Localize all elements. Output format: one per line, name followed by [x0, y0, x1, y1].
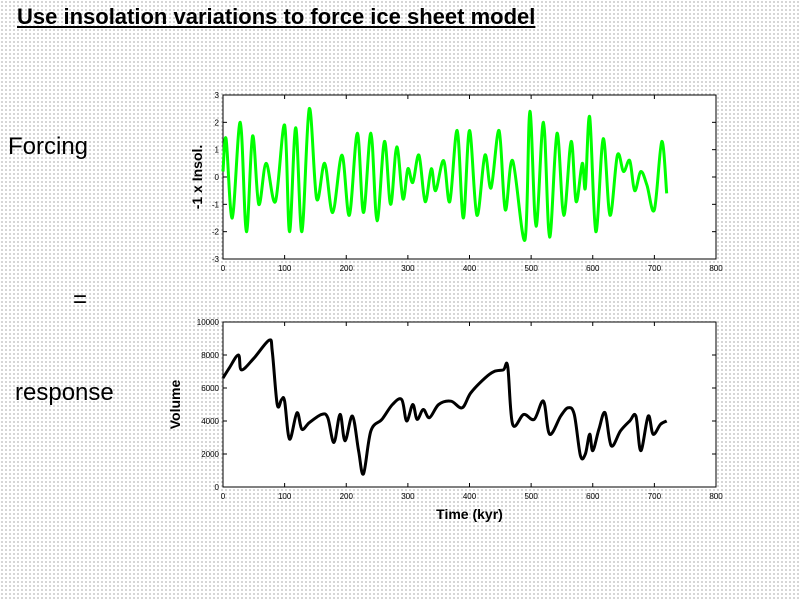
x-tick-label: 600	[586, 264, 600, 273]
response-label: response	[15, 379, 114, 406]
y-tick-label: 0	[215, 173, 220, 182]
x-tick-label: 0	[221, 492, 226, 501]
y-tick-label: 3	[215, 91, 220, 100]
x-tick-label: 300	[401, 264, 415, 273]
x-tick-label: 400	[463, 492, 477, 501]
y-axis-label: -1 x Insol.	[189, 145, 205, 210]
y-tick-label: 2000	[201, 450, 219, 459]
y-tick-label: 1	[215, 146, 220, 155]
slide-title: Use insolation variations to force ice s…	[17, 4, 536, 29]
x-tick-label: 800	[709, 492, 723, 501]
equals-label: =	[73, 286, 88, 313]
x-tick-label: 500	[524, 264, 538, 273]
x-tick-label: 500	[524, 492, 538, 501]
y-tick-label: -1	[212, 200, 220, 209]
y-tick-label: 8000	[201, 351, 219, 360]
y-tick-label: 4000	[201, 417, 219, 426]
y-tick-label: -2	[212, 228, 220, 237]
y-tick-label: -3	[212, 255, 220, 264]
plot-area	[222, 321, 717, 488]
x-tick-label: 200	[340, 264, 354, 273]
x-tick-label: 400	[463, 264, 477, 273]
x-tick-label: 700	[648, 264, 662, 273]
y-axis-label: Volume	[167, 380, 183, 430]
x-tick-label: 100	[278, 492, 292, 501]
plot-area	[222, 94, 717, 260]
x-tick-label: 700	[648, 492, 662, 501]
x-tick-label: 200	[340, 492, 354, 501]
y-tick-label: 10000	[197, 318, 220, 327]
x-tick-label: 600	[586, 492, 600, 501]
data-line	[221, 338, 668, 476]
y-tick-label: 0	[215, 483, 220, 492]
x-axis-label: Time (kyr)	[436, 506, 503, 522]
x-tick-label: 0	[221, 264, 226, 273]
y-tick-label: 6000	[201, 384, 219, 393]
x-tick-label: 100	[278, 264, 292, 273]
data-line	[221, 107, 669, 242]
forcing-label: Forcing	[8, 133, 89, 160]
x-tick-label: 300	[401, 492, 415, 501]
x-tick-label: 800	[709, 264, 723, 273]
y-tick-label: 2	[215, 118, 220, 127]
